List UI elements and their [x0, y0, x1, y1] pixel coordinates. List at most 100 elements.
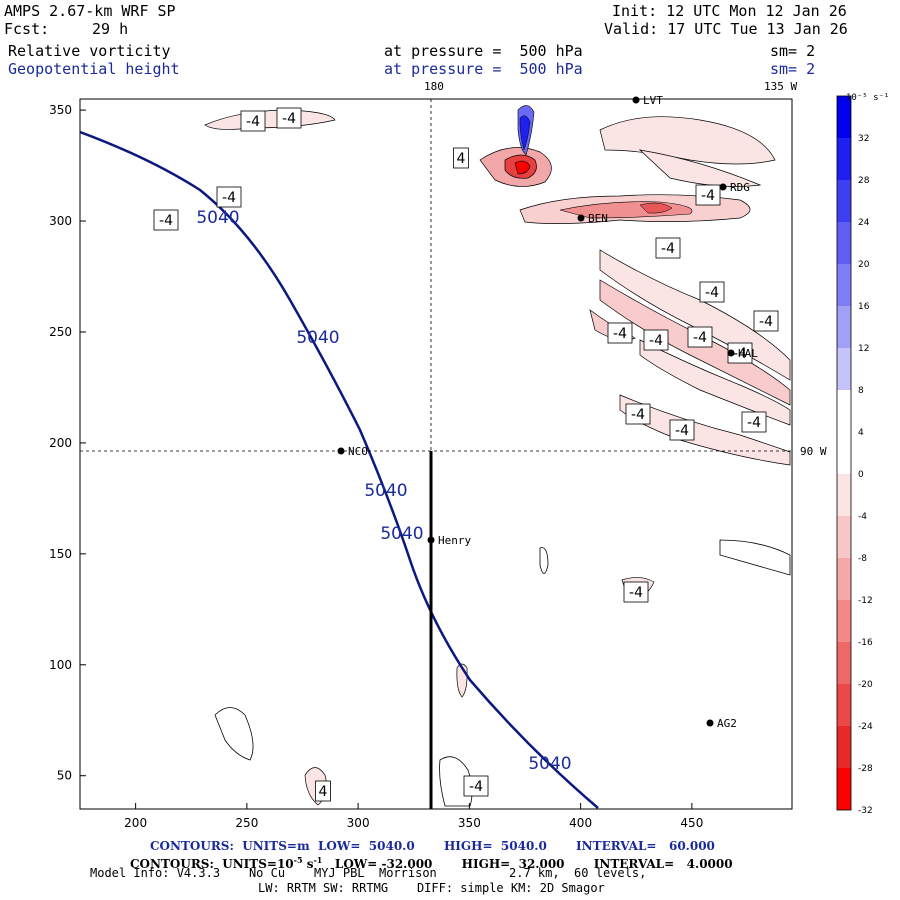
- field1-smoothing: sm= 2: [770, 42, 816, 60]
- vorticity-contour-label: -4: [631, 407, 645, 423]
- vorticity-label-box: [153, 209, 179, 231]
- station-label: RDG: [730, 181, 750, 194]
- vorticity-contour-label: -4: [733, 346, 747, 362]
- footer-model-info: Model Info: V4.3.3 No Cu MYJ PBL Morriso…: [90, 866, 647, 880]
- vorticity-outline: [719, 539, 791, 576]
- colorbar-swatch: [837, 348, 851, 390]
- valid-time: Valid: 17 UTC Tue 13 Jan 26: [604, 20, 848, 38]
- model-title: AMPS 2.67-km WRF SP: [4, 2, 176, 20]
- colorbar-tick-label: -8: [858, 554, 867, 564]
- vorticity-contour-label: -4: [705, 285, 719, 301]
- vorticity-blob: [514, 160, 531, 175]
- vorticity-label-box: [741, 411, 767, 433]
- height-contour-label: 5040: [380, 524, 423, 544]
- vorticity-label-box: [607, 322, 633, 344]
- vorticity-label-box: [216, 186, 242, 208]
- vorticity-label-box: [276, 107, 302, 129]
- colorbar-swatch: [837, 138, 851, 180]
- colorbar-swatch: [837, 180, 851, 222]
- colorbar-swatch: [837, 306, 851, 348]
- x-tick-label: 450: [680, 816, 703, 830]
- vorticity-contour-label: -4: [747, 415, 761, 431]
- colorbar-frame: [836, 95, 852, 811]
- station-label: BEN: [588, 212, 608, 225]
- forecast-hours: 29 h: [92, 20, 129, 38]
- vorticity-label-box: [625, 403, 651, 425]
- vorticity-contour-label: -4: [759, 314, 773, 330]
- vorticity-blob: [599, 116, 776, 165]
- station-marker: [632, 96, 640, 104]
- colorbar-swatch: [837, 558, 851, 600]
- height-contour-label: 5040: [196, 208, 239, 228]
- vorticity-blob: [638, 149, 762, 187]
- station-marker: [577, 214, 585, 222]
- vorticity-contour-label: -4: [246, 114, 260, 130]
- colorbar-swatch: [837, 222, 851, 264]
- vorticity-label-box: [669, 419, 695, 441]
- height-contour-label: 5040: [296, 328, 339, 348]
- colorbar-swatch: [837, 390, 851, 432]
- vorticity-blob: [204, 109, 336, 130]
- vorticity-contour-label: -4: [675, 423, 689, 439]
- field2-level: at pressure = 500 hPa: [384, 60, 583, 78]
- station-label: AG2: [717, 717, 737, 730]
- stations: LVT RDG BEN HAL NCO Henry AG2: [337, 94, 758, 730]
- field1-level: at pressure = 500 hPa: [384, 42, 583, 60]
- vorticity-field: [204, 105, 791, 807]
- colorbar-swatch: [837, 726, 851, 768]
- x-tick-label: 400: [569, 816, 592, 830]
- y-axis: 50 100 150 200 250 300 350: [49, 103, 86, 783]
- vorticity-band: [639, 339, 791, 426]
- vorticity-contour-label: 4: [457, 151, 466, 167]
- vorticity-label-box: [240, 110, 266, 132]
- vorticity-contour-label: -4: [629, 585, 643, 601]
- forecast-label: Fcst:: [4, 20, 50, 38]
- colorbar-tick-label: -12: [858, 596, 873, 606]
- colorbar-tick-label: 32: [858, 134, 869, 144]
- colorbar-swatch: [837, 600, 851, 642]
- x-tick-label: 200: [124, 816, 147, 830]
- plot-frame: [79, 98, 793, 810]
- colorbar-swatch: [837, 432, 851, 474]
- vorticity-contour-label: -4: [222, 190, 236, 206]
- vorticity-label-box: [623, 581, 649, 603]
- y-tick-label: 300: [49, 214, 72, 228]
- colorbar-tick-label: 24: [858, 218, 870, 228]
- footer-height-contours: CONTOURS: UNITS=m LOW= 5040.0 HIGH= 5040…: [150, 839, 715, 853]
- station-label: Henry: [438, 534, 471, 547]
- vorticity-label-box: [655, 237, 681, 259]
- vorticity-label-box: [315, 780, 331, 802]
- vorticity-contour-label: -4: [701, 188, 715, 204]
- vorticity-contour-label: -4: [661, 241, 675, 257]
- station-label: NCO: [348, 445, 368, 458]
- station-marker: [427, 536, 435, 544]
- field2-name: Geopotential height: [8, 60, 180, 78]
- y-tick-label: 150: [49, 547, 72, 561]
- y-tick-label: 100: [49, 658, 72, 672]
- station-marker: [337, 447, 345, 455]
- colorbar-tick-label: -20: [858, 680, 873, 690]
- x-tick-label: 350: [458, 816, 481, 830]
- colorbar-tick-label: -16: [858, 638, 873, 648]
- vorticity-label-box: [695, 184, 721, 206]
- vorticity-outline: [214, 707, 254, 761]
- colorbar-tick-label: -28: [858, 764, 873, 774]
- colorbar-swatch: [837, 474, 851, 516]
- vorticity-contour-label: -4: [693, 330, 707, 346]
- colorbar-tick-label: -32: [858, 806, 873, 816]
- station-marker: [719, 183, 727, 191]
- vorticity-label-box: [687, 326, 713, 348]
- colorbar-tick-label: 4: [858, 428, 864, 438]
- vorticity-label-box: [463, 775, 489, 797]
- footer-vorticity-contours: CONTOURS: UNITS=10-5 s-1 LOW= -32.000 HI…: [130, 855, 733, 871]
- lon-label-90w: 90 W: [800, 445, 827, 458]
- x-tick-label: 300: [347, 816, 370, 830]
- station-marker: [706, 719, 714, 727]
- station-label: HAL: [738, 347, 758, 360]
- vorticity-contour-label: 4: [319, 784, 328, 800]
- colorbar: 32 28 24 20 16 12 8 4 0 -4 -8 -12 -16 -20 -24 -28 -32: [836, 95, 873, 816]
- y-tick-label: 200: [49, 436, 72, 450]
- vorticity-blob: [639, 202, 673, 214]
